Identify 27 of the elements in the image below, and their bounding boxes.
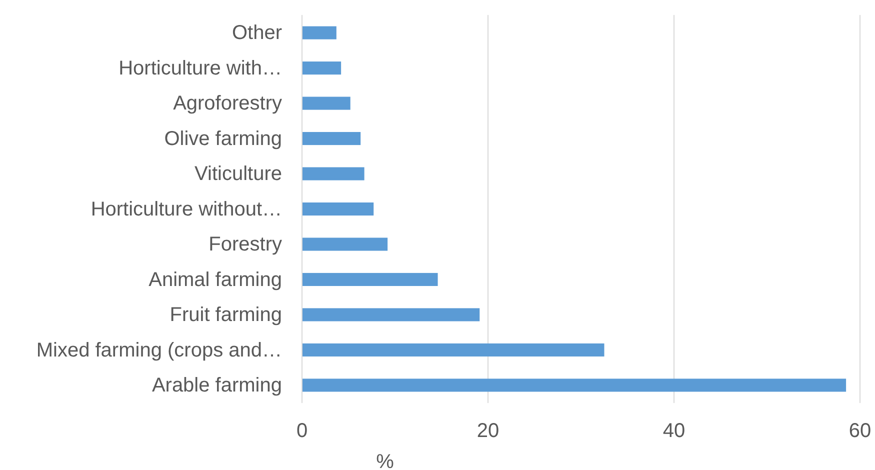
y-tick-label: Viticulture [194, 163, 282, 186]
bar [302, 132, 361, 146]
y-tick-label: Animal farming [148, 268, 282, 291]
x-axis-title: % [376, 451, 394, 470]
y-tick-label: Olive farming [164, 128, 282, 150]
y-tick-label: Other [232, 22, 282, 44]
y-tick-label: Forestry [208, 234, 282, 256]
bar [302, 378, 846, 392]
x-tick-label: 60 [848, 420, 872, 442]
x-tick-label: 0 [296, 420, 308, 442]
bar [302, 26, 336, 40]
y-tick-label: Mixed farming (crops and… [36, 339, 282, 362]
bar [302, 167, 364, 180]
x-tick-label: 40 [662, 420, 686, 442]
bar [302, 62, 342, 75]
bar [302, 202, 374, 216]
bar [302, 308, 480, 322]
bar [302, 343, 604, 356]
bar [302, 272, 438, 286]
bar [302, 238, 388, 251]
bar [302, 96, 350, 110]
x-tick-label: 20 [476, 420, 500, 442]
y-tick-label: Fruit farming [170, 304, 282, 326]
y-tick-label: Agroforestry [173, 92, 282, 115]
y-tick-label: Arable farming [152, 374, 282, 397]
y-tick-label: Horticulture without… [90, 198, 282, 220]
y-tick-label: Horticulture with… [118, 57, 282, 80]
